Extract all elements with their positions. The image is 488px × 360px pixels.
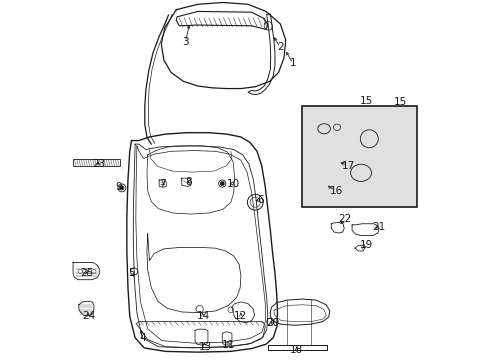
- Text: 16: 16: [328, 186, 342, 196]
- Text: 25: 25: [80, 268, 93, 278]
- Text: 14: 14: [196, 311, 209, 321]
- Text: 6: 6: [257, 195, 264, 205]
- Text: 23: 23: [92, 159, 105, 169]
- Text: 5: 5: [128, 268, 135, 278]
- Text: 15: 15: [359, 96, 372, 106]
- Text: 3: 3: [182, 37, 188, 47]
- Text: 17: 17: [341, 161, 354, 171]
- Text: 19: 19: [359, 239, 372, 249]
- Text: 11: 11: [221, 340, 235, 350]
- Text: 15: 15: [393, 97, 407, 107]
- Text: 4: 4: [139, 333, 145, 343]
- Text: 21: 21: [371, 222, 385, 231]
- Text: 20: 20: [266, 319, 279, 328]
- Circle shape: [120, 186, 124, 190]
- Text: 2: 2: [277, 42, 283, 52]
- Text: 18: 18: [289, 345, 303, 355]
- Text: 13: 13: [198, 342, 211, 352]
- Text: 10: 10: [227, 179, 240, 189]
- Circle shape: [220, 181, 224, 186]
- Text: 12: 12: [234, 311, 247, 321]
- Text: 22: 22: [338, 215, 351, 224]
- Text: 1: 1: [289, 58, 296, 68]
- Text: 8: 8: [185, 177, 192, 187]
- Text: 9: 9: [115, 182, 122, 192]
- Bar: [301, 107, 416, 207]
- Text: 24: 24: [81, 311, 95, 321]
- Bar: [73, 159, 120, 166]
- Text: 7: 7: [159, 179, 165, 189]
